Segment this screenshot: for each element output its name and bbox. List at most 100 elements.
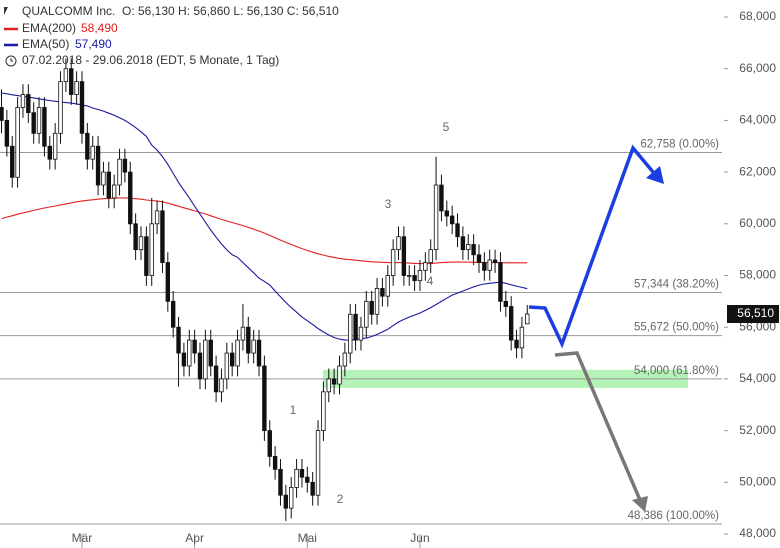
candle-body	[69, 68, 74, 95]
candle-body	[229, 352, 235, 367]
candle-body	[337, 365, 342, 385]
candle-body	[47, 145, 52, 160]
candle-body	[374, 288, 380, 315]
legend-label: EMA(200)	[22, 21, 76, 35]
candle-body	[219, 378, 224, 393]
candle-body	[508, 306, 514, 341]
chart-title: QUALCOMM Inc.	[22, 4, 115, 18]
candle-body	[444, 210, 449, 217]
mark-layer	[0, 58, 530, 522]
candle-body	[165, 262, 171, 302]
candle-body	[482, 262, 487, 271]
candle-body	[455, 223, 460, 238]
candle-body	[498, 262, 503, 302]
candle-body	[10, 145, 15, 178]
ema-line	[1, 92, 528, 341]
projection-arrow-up	[528, 144, 660, 349]
candle-body	[117, 158, 122, 186]
price-tag-label: 56,510	[737, 306, 774, 320]
candle-body	[460, 236, 466, 251]
candle-body	[519, 326, 525, 349]
candle-body	[197, 352, 203, 380]
y-tick-label: 64,000	[739, 113, 776, 127]
y-tick-label: 66,000	[739, 61, 776, 75]
level-label: 57,344 (38.20%)	[634, 278, 719, 290]
candle-body	[407, 275, 412, 277]
candle-body	[85, 132, 90, 160]
candle-body	[208, 339, 213, 367]
candle-body	[476, 254, 482, 263]
candle-body	[514, 339, 519, 349]
candle-body	[106, 171, 111, 199]
candle-body	[342, 352, 348, 367]
candle-body	[439, 184, 444, 212]
candle-body	[369, 300, 374, 315]
candle-body	[138, 236, 144, 251]
candle-body	[283, 494, 289, 509]
candle-body	[267, 430, 272, 457]
wave-label: 3	[385, 197, 392, 211]
y-tick-label: 68,000	[739, 9, 776, 23]
level-layer: 62,758 (0.00%) 57,344 (38.20%) 55,672 (50.…	[0, 92, 722, 525]
candle-body	[111, 184, 117, 199]
wave-label: 2	[337, 492, 344, 506]
candle-body	[348, 313, 353, 354]
candle-body	[331, 378, 337, 385]
wave-label: 1	[290, 403, 297, 417]
subtitle: 07.02.2018 - 29.06.2018 (EDT, 5 Monate, …	[22, 53, 279, 67]
candle-body	[278, 468, 283, 496]
candle-body	[95, 145, 101, 186]
y-tick-label: 62,000	[739, 164, 776, 178]
candle-body	[466, 244, 471, 251]
candle-body	[262, 365, 267, 432]
wave-label: 5	[443, 120, 450, 134]
candle-body	[449, 215, 455, 225]
candle-body	[525, 313, 530, 325]
candle-body	[412, 275, 417, 282]
candle-body	[503, 300, 509, 307]
candle-body	[58, 81, 63, 134]
candle-body	[52, 132, 58, 160]
candle-body	[299, 468, 305, 478]
candle-body	[246, 326, 251, 354]
candle-body	[213, 365, 219, 393]
candle-body	[74, 81, 79, 95]
icon	[4, 7, 8, 15]
candle-body	[401, 236, 407, 276]
arrow-head	[646, 166, 664, 184]
candle-body	[181, 352, 187, 367]
candle-body	[305, 476, 310, 483]
candle-body	[417, 269, 423, 282]
candle-body	[192, 339, 197, 354]
candle-body	[321, 391, 326, 432]
x-tick-label: Jun	[410, 531, 429, 545]
candle-body	[289, 487, 294, 509]
candle-body	[20, 94, 26, 108]
candle-body	[79, 81, 85, 134]
header: QUALCOMM Inc. O: 56,130 H: 56,860 L: 56,…	[4, 4, 339, 67]
candle-body	[353, 313, 358, 341]
candle-body	[133, 223, 138, 251]
wave-label: 4	[427, 274, 434, 288]
candle-body	[160, 210, 165, 263]
y-tick-label: 60,000	[739, 216, 776, 230]
clock-icon	[10, 58, 13, 62]
candle-body	[315, 430, 321, 496]
price-tag	[727, 305, 779, 324]
x-tick-label: Mai	[298, 531, 317, 545]
x-tick-label: Mär	[72, 531, 93, 545]
candle-body	[251, 339, 256, 354]
arrow-head	[632, 496, 648, 512]
y-tick-label: 48,000	[739, 526, 776, 540]
candle-body	[26, 94, 31, 114]
ohlc-label: O: 56,130 H: 56,860 L: 56,130 C: 56,510	[122, 4, 339, 18]
candle-body	[170, 300, 176, 328]
y-tick-label: 58,000	[739, 268, 776, 282]
candle-body	[101, 171, 106, 186]
candle-body	[36, 107, 42, 134]
candle-body	[149, 223, 154, 276]
candle-body	[90, 145, 95, 160]
candle-body	[224, 352, 230, 380]
candle-body	[144, 236, 149, 276]
level-label: 62,758 (0.00%)	[640, 139, 719, 151]
